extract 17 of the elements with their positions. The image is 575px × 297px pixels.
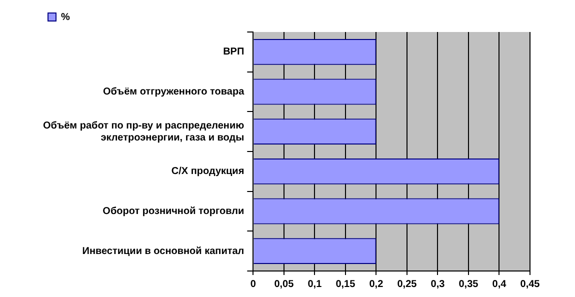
y-tick-label: Инвестиции в основной капитал [82,246,244,257]
x-tick-label: 0,15 [336,278,356,290]
x-tick-label: 0 [250,278,256,290]
y-tick-label: С/Х продукция [171,166,244,178]
x-tick-label: 0,3 [430,278,446,290]
x-tick-label: 0,35 [458,278,479,290]
y-tick-label: Оборот розничной торговли [102,206,244,217]
y-tick-label: ВРП [223,46,244,58]
y-tick-label: Объём отгруженного товара [102,86,245,98]
x-tick-label: 0,4 [492,278,507,290]
x-tick-label: 0,05 [274,278,294,290]
x-tick-label: 0,45 [520,278,540,290]
x-tick-label: 0,1 [308,278,322,290]
x-tick-label: 0,25 [397,278,418,290]
x-tick-label: 0,2 [369,278,384,290]
y-tick-label: Объём работ по пр-ву и распределению эклетроэнергии, газа и воды [42,120,245,144]
legend-label: % [61,12,70,23]
